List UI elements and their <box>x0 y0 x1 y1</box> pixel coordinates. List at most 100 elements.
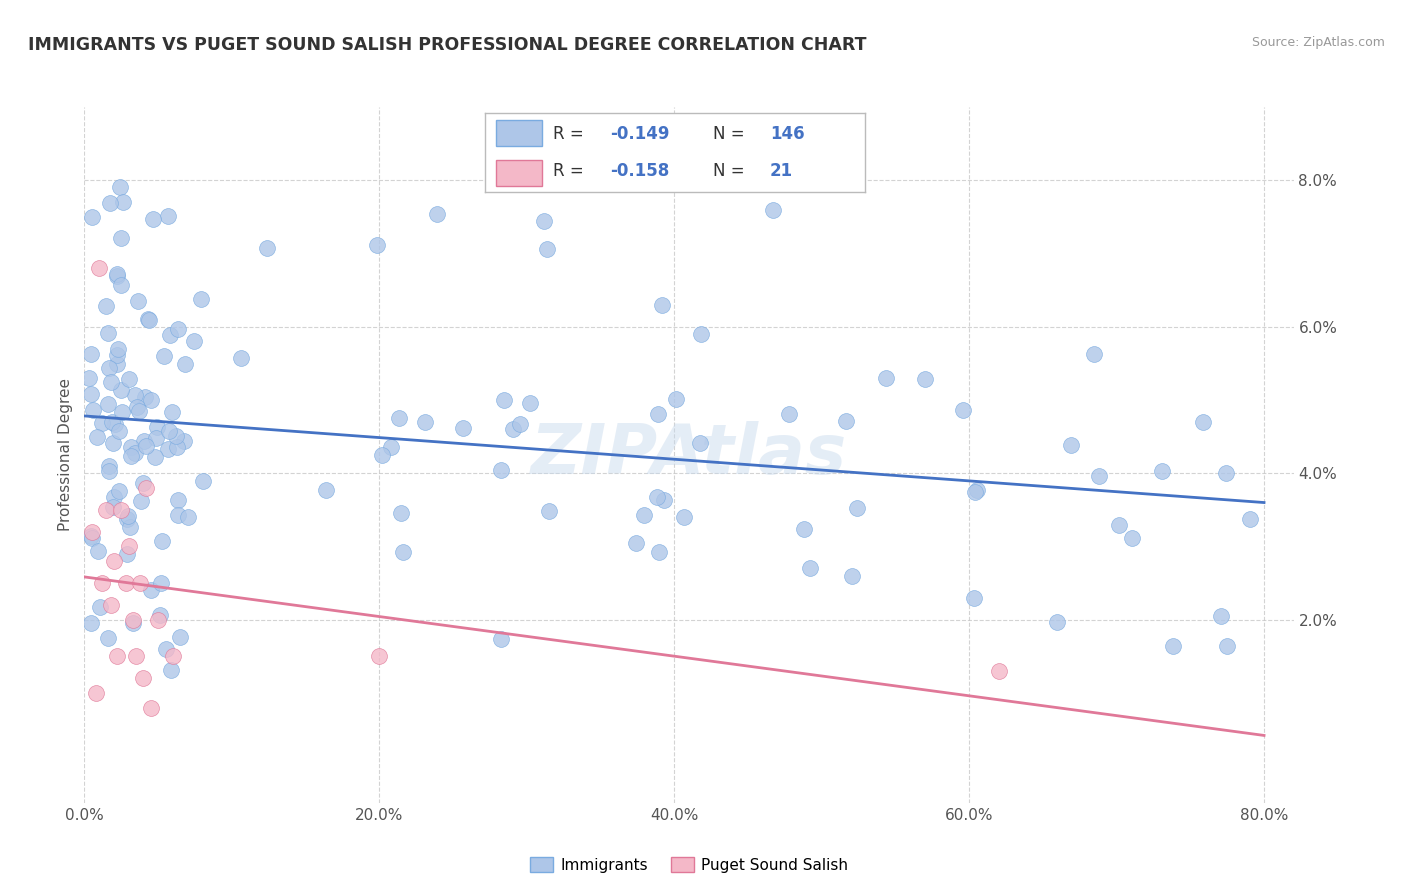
Point <box>519 396 541 410</box>
Point <box>536 242 558 256</box>
Point <box>1108 517 1130 532</box>
Point <box>166 508 188 523</box>
Point <box>156 209 179 223</box>
Point <box>690 326 713 341</box>
Point <box>153 349 176 363</box>
Bar <box>496 120 541 146</box>
Point <box>122 616 145 631</box>
Point <box>129 493 152 508</box>
Point <box>389 507 412 521</box>
Text: R =: R = <box>554 125 589 143</box>
Point <box>509 417 531 431</box>
Point <box>120 520 142 534</box>
Point <box>96 503 118 517</box>
Point <box>120 440 142 454</box>
Point <box>139 700 162 714</box>
Point <box>256 241 278 255</box>
Point <box>366 238 388 252</box>
Point <box>128 404 150 418</box>
Point <box>96 299 118 313</box>
Point <box>537 504 560 518</box>
Point <box>125 649 148 664</box>
Point <box>491 463 513 477</box>
Point <box>648 545 671 559</box>
Point <box>146 613 169 627</box>
Point <box>156 442 179 456</box>
Point <box>97 397 120 411</box>
Point <box>426 207 449 221</box>
Point <box>132 434 155 448</box>
Point <box>114 576 136 591</box>
Point <box>1161 639 1184 653</box>
Point <box>108 180 131 194</box>
Point <box>86 430 108 444</box>
Point <box>492 393 515 408</box>
Point <box>127 294 149 309</box>
Point <box>129 576 152 591</box>
Point <box>799 561 821 575</box>
Point <box>160 405 183 419</box>
Point <box>97 631 120 645</box>
Legend: Immigrants, Puget Sound Salish: Immigrants, Puget Sound Salish <box>523 850 855 879</box>
Point <box>104 417 127 431</box>
Point <box>149 576 172 591</box>
Point <box>651 298 673 312</box>
Point <box>1215 639 1237 653</box>
Y-axis label: Professional Degree: Professional Degree <box>58 378 73 532</box>
Point <box>167 322 190 336</box>
Point <box>124 388 146 402</box>
Point <box>105 649 128 664</box>
Point <box>115 547 138 561</box>
Point <box>145 431 167 445</box>
Point <box>97 361 120 376</box>
Point <box>652 493 675 508</box>
Point <box>155 642 177 657</box>
Point <box>645 490 668 504</box>
Point <box>107 342 129 356</box>
Point <box>139 582 162 597</box>
Point <box>191 474 214 488</box>
Point <box>673 510 696 524</box>
Text: Source: ZipAtlas.com: Source: ZipAtlas.com <box>1251 36 1385 49</box>
Point <box>136 311 159 326</box>
Point <box>159 663 181 677</box>
Point <box>391 545 413 559</box>
Point <box>162 649 184 664</box>
Point <box>143 450 166 464</box>
Point <box>132 475 155 490</box>
Point <box>80 347 103 361</box>
Point <box>124 446 146 460</box>
Point <box>368 649 391 664</box>
Point <box>108 424 131 438</box>
Point <box>117 512 139 526</box>
Point <box>370 448 392 462</box>
Point <box>177 510 200 524</box>
Text: 146: 146 <box>770 125 804 143</box>
Point <box>135 481 157 495</box>
Point <box>451 421 474 435</box>
Point <box>966 483 988 498</box>
Point <box>97 326 120 340</box>
Point <box>110 503 132 517</box>
Point <box>105 357 128 371</box>
Point <box>1046 615 1069 629</box>
Point <box>169 631 191 645</box>
Point <box>98 196 121 211</box>
Point <box>231 351 253 366</box>
Point <box>110 384 132 398</box>
Text: ZIPAtlas: ZIPAtlas <box>531 421 846 489</box>
Point <box>157 424 180 438</box>
Point <box>118 372 141 386</box>
Point <box>502 422 524 436</box>
Point <box>87 261 110 276</box>
Point <box>98 459 121 474</box>
Point <box>82 531 104 545</box>
Point <box>183 334 205 349</box>
Point <box>647 407 669 421</box>
Point <box>965 485 987 500</box>
Point <box>834 413 856 427</box>
Point <box>1211 609 1233 624</box>
Text: -0.149: -0.149 <box>610 125 669 143</box>
Point <box>1083 347 1105 361</box>
Point <box>963 591 986 605</box>
